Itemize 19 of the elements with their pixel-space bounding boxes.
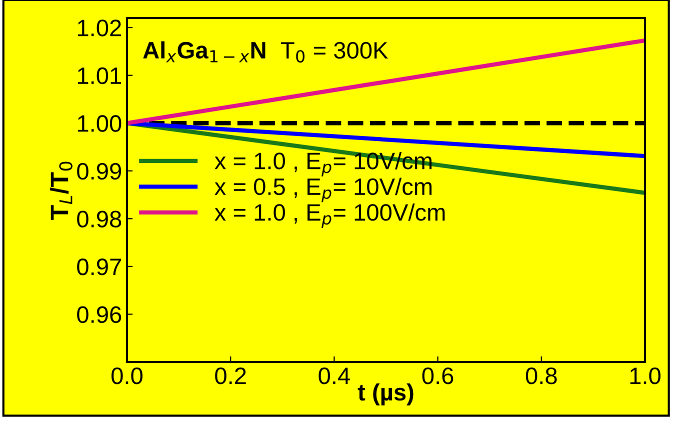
annotation: T$_{0}$ = 300K bbox=[280, 42, 388, 63]
y-tick-label: 1.00 bbox=[78, 115, 122, 132]
y-tick-label: 0.98 bbox=[77, 210, 122, 228]
x-tick-label: 0.0 bbox=[112, 367, 142, 384]
y-tick-label: 1.01 bbox=[78, 67, 121, 84]
x-tick-label: 0.8 bbox=[526, 367, 557, 384]
y-axis-title: T$_{L}$/T$_{0}$ bbox=[50, 162, 72, 220]
legend-label: x = 1.0 , E$_{p}$= 100V/cm bbox=[214, 203, 445, 228]
y-tick-label: 0.99 bbox=[77, 162, 122, 180]
y-tick-label: 0.96 bbox=[77, 306, 122, 324]
y-tick-label: 1.02 bbox=[78, 20, 121, 36]
x-tick-label: 0.4 bbox=[318, 367, 350, 384]
x-tick-label: 0.2 bbox=[215, 367, 246, 384]
legend-label: x = 0.5 , E$_{p}$= 10V/cm bbox=[214, 178, 432, 202]
annotation: Al$_{x}$Ga$_{1−x}$N bbox=[143, 41, 266, 62]
y-tick-label: 0.97 bbox=[77, 258, 121, 276]
x-axis-title: t (µs) bbox=[358, 383, 414, 406]
x-tick-label: 1.0 bbox=[630, 367, 660, 384]
x-tick-label: 0.6 bbox=[422, 367, 454, 384]
